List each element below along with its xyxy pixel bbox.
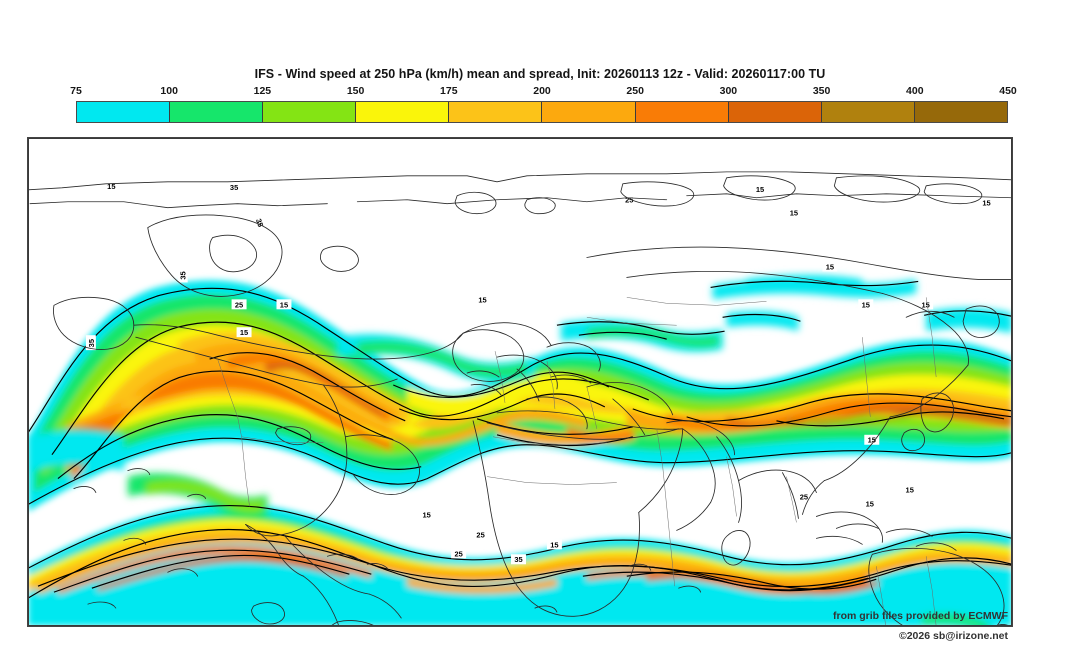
svg-text:25: 25 <box>800 493 808 502</box>
colorbar-tick-100: 100 <box>160 85 178 97</box>
svg-text:25: 25 <box>476 530 484 539</box>
colorbar-segment-300-350 <box>728 102 822 122</box>
contour-label-group: 15 35 35 35 25 15 15 15 15 15 25 15 15 1… <box>85 180 995 564</box>
svg-text:15: 15 <box>862 300 870 309</box>
coastline-overlay <box>28 171 1012 626</box>
colorbar-tick-300: 300 <box>719 85 738 97</box>
political-border-overlay <box>217 297 937 626</box>
data-source-attribution: from grib files provided by ECMWF <box>832 610 1008 622</box>
svg-text:35: 35 <box>254 217 265 228</box>
colorbar-tick-200: 200 <box>533 85 551 97</box>
svg-text:25: 25 <box>454 549 462 558</box>
svg-text:35: 35 <box>179 271 188 279</box>
colorbar-tick-125: 125 <box>253 85 272 97</box>
svg-text:15: 15 <box>240 328 248 337</box>
colorbar-tick-400: 400 <box>906 85 924 97</box>
colorbar-tick-labels: 75 100 125 150 175 200 250 300 350 400 450 <box>70 85 1017 101</box>
svg-text:35: 35 <box>230 183 238 192</box>
svg-text:15: 15 <box>868 436 876 445</box>
svg-text:15: 15 <box>280 300 288 309</box>
svg-text:35: 35 <box>87 339 96 347</box>
svg-text:15: 15 <box>922 300 930 309</box>
wind-speed-contour-fill <box>28 274 1012 626</box>
colorbar-segment-150-175 <box>356 102 450 122</box>
svg-text:15: 15 <box>423 510 431 519</box>
colorbar-segment-125-150 <box>263 102 357 122</box>
svg-text:15: 15 <box>866 499 874 508</box>
colorbar-legend: 75 100 125 150 175 200 250 300 350 400 450 <box>70 85 1017 123</box>
svg-text:15: 15 <box>982 199 990 208</box>
colorbar-segment-175-200 <box>449 102 543 122</box>
colorbar-segment-100-125 <box>170 102 264 122</box>
colorbar-tick-350: 350 <box>812 85 831 97</box>
colorbar-tick-175: 175 <box>440 85 458 97</box>
colorbar-segment-250-300 <box>635 102 729 122</box>
svg-text:15: 15 <box>906 486 914 495</box>
colorbar-tick-250: 250 <box>626 85 644 97</box>
svg-text:25: 25 <box>625 196 633 205</box>
svg-text:15: 15 <box>550 540 558 549</box>
wind-speed-map: 15 35 35 35 25 15 15 15 15 15 25 15 15 1… <box>28 138 1012 626</box>
colorbar-segment-75-100 <box>77 102 171 122</box>
map-plot-area[interactable]: 15 35 35 35 25 15 15 15 15 15 25 15 15 1… <box>27 137 1013 627</box>
colorbar-tick-450: 450 <box>999 85 1017 97</box>
svg-text:25: 25 <box>235 300 243 309</box>
svg-text:15: 15 <box>107 182 115 191</box>
colorbar-segment-400-450 <box>914 102 1007 122</box>
colorbar-segment-350-400 <box>821 102 915 122</box>
svg-text:15: 15 <box>478 295 486 304</box>
svg-text:15: 15 <box>790 209 798 218</box>
svg-text:15: 15 <box>756 185 764 194</box>
colorbar-gradient <box>76 101 1008 123</box>
page-title: IFS - Wind speed at 250 hPa (km/h) mean … <box>254 67 826 81</box>
copyright-notice: ©2026 sb@irizone.net <box>898 630 1008 642</box>
svg-text:15: 15 <box>826 262 834 271</box>
colorbar-tick-150: 150 <box>346 85 365 97</box>
colorbar-segment-200-250 <box>542 102 636 122</box>
spread-contour-lines <box>28 280 1012 599</box>
svg-text:35: 35 <box>514 555 522 564</box>
colorbar-tick-75: 75 <box>70 85 82 97</box>
